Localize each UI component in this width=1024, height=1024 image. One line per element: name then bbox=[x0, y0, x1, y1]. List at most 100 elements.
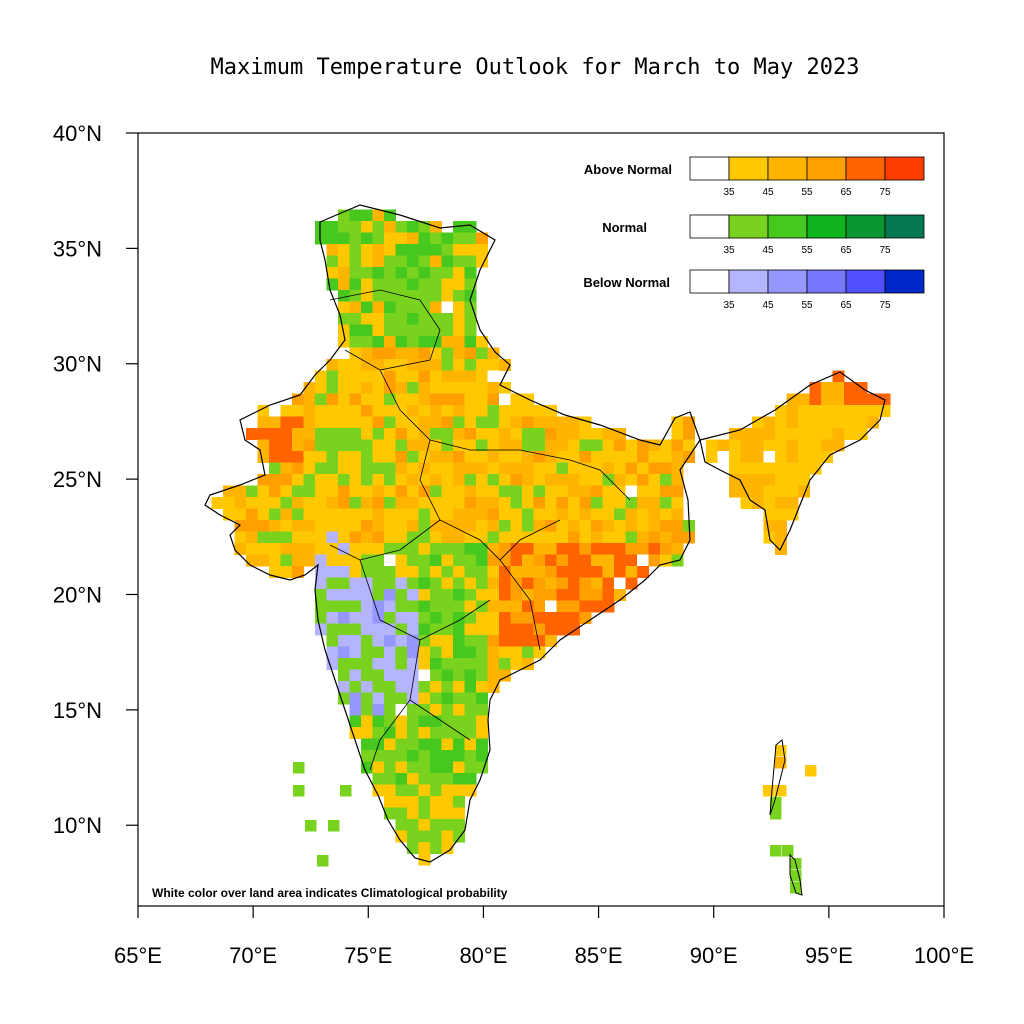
outlook-cell bbox=[280, 462, 293, 475]
outlook-cell bbox=[510, 520, 523, 532]
outlook-cell bbox=[407, 554, 419, 567]
outlook-cell bbox=[487, 393, 500, 406]
outlook-cell bbox=[476, 382, 488, 394]
outlook-cell bbox=[269, 428, 281, 440]
outlook-cell bbox=[395, 462, 408, 475]
outlook-cell bbox=[372, 301, 385, 314]
outlook-cell bbox=[407, 221, 419, 233]
outlook-cell bbox=[349, 382, 362, 394]
outlook-cell bbox=[372, 784, 385, 797]
lat-tick-label: 40°N bbox=[53, 121, 102, 146]
outlook-cell bbox=[637, 439, 649, 452]
outlook-cell bbox=[372, 727, 385, 739]
outlook-cell bbox=[740, 497, 753, 509]
outlook-cell bbox=[464, 658, 477, 670]
outlook-cell bbox=[441, 382, 454, 394]
outlook-cell bbox=[211, 497, 224, 509]
outlook-cell bbox=[740, 428, 753, 440]
outlook-cell bbox=[407, 255, 419, 268]
outlook-cell bbox=[476, 462, 488, 475]
outlook-cell bbox=[637, 566, 649, 578]
outlook-cell bbox=[464, 497, 477, 509]
outlook-cell bbox=[384, 554, 396, 567]
outlook-cell bbox=[361, 324, 373, 337]
outlook-cell bbox=[395, 497, 408, 509]
outlook-cell bbox=[510, 635, 523, 647]
outlook-cell bbox=[602, 474, 615, 486]
outlook-cell bbox=[349, 255, 362, 268]
outlook-cell bbox=[441, 554, 454, 567]
outlook-cell bbox=[740, 451, 753, 463]
outlook-cell bbox=[303, 543, 316, 555]
outlook-cell bbox=[372, 669, 385, 682]
outlook-cell bbox=[821, 428, 833, 440]
outlook-cell bbox=[349, 301, 362, 314]
outlook-cell bbox=[384, 428, 396, 440]
outlook-cell bbox=[579, 589, 592, 601]
outlook-cell bbox=[464, 704, 477, 716]
outlook-cell bbox=[637, 520, 649, 532]
lat-tick-label: 30°N bbox=[53, 352, 102, 377]
outlook-cell bbox=[430, 416, 442, 429]
outlook-cell bbox=[395, 485, 408, 498]
outlook-cell bbox=[349, 462, 362, 475]
outlook-cell bbox=[637, 451, 649, 463]
legend-title: Below Normal bbox=[583, 275, 670, 290]
outlook-cell bbox=[338, 405, 350, 417]
outlook-cell bbox=[671, 520, 684, 532]
outlook-cell bbox=[418, 646, 431, 659]
outlook-cell bbox=[246, 543, 258, 555]
outlook-cell bbox=[326, 485, 339, 498]
outlook-cell bbox=[338, 416, 350, 429]
outlook-cell bbox=[338, 382, 350, 394]
outlook-cell bbox=[775, 531, 787, 544]
outlook-cell bbox=[476, 370, 488, 383]
outlook-cell bbox=[361, 474, 373, 486]
outlook-cell bbox=[441, 830, 454, 843]
island-cell bbox=[775, 757, 787, 769]
outlook-cell bbox=[234, 520, 247, 532]
outlook-cell bbox=[292, 566, 304, 578]
island-cell bbox=[782, 845, 794, 857]
outlook-cell bbox=[418, 738, 431, 751]
outlook-cell bbox=[522, 635, 534, 647]
outlook-cell bbox=[545, 589, 557, 601]
outlook-cell bbox=[338, 681, 350, 693]
outlook-cell bbox=[798, 439, 810, 452]
outlook-cell bbox=[246, 508, 258, 521]
outlook-cell bbox=[648, 497, 661, 509]
outlook-cell bbox=[855, 416, 868, 429]
outlook-cell bbox=[510, 393, 523, 406]
outlook-cell bbox=[809, 439, 822, 452]
outlook-cell bbox=[349, 290, 362, 302]
outlook-cell bbox=[395, 313, 408, 325]
outlook-cell bbox=[441, 520, 454, 532]
outlook-cell bbox=[798, 416, 810, 429]
outlook-cell bbox=[763, 485, 776, 498]
outlook-cell bbox=[280, 566, 293, 578]
island-cell bbox=[328, 820, 340, 832]
outlook-cell bbox=[361, 600, 373, 613]
outlook-cell bbox=[476, 520, 488, 532]
outlook-cell bbox=[372, 681, 385, 693]
outlook-cell bbox=[591, 428, 603, 440]
outlook-cell bbox=[832, 439, 845, 452]
outlook-cell bbox=[395, 612, 408, 624]
outlook-cell bbox=[349, 612, 362, 624]
outlook-cell bbox=[522, 439, 534, 452]
outlook-cell bbox=[372, 221, 385, 233]
outlook-cell bbox=[349, 416, 362, 429]
outlook-cell bbox=[326, 393, 339, 406]
map-title: Maximum Temperature Outlook for March to… bbox=[210, 55, 860, 80]
outlook-cell bbox=[349, 566, 362, 578]
outlook-cell bbox=[487, 600, 500, 613]
outlook-cell bbox=[579, 474, 592, 486]
outlook-cell bbox=[338, 692, 350, 705]
outlook-cell bbox=[418, 508, 431, 521]
outlook-cell bbox=[372, 267, 385, 279]
outlook-cell bbox=[648, 462, 661, 475]
outlook-cell bbox=[269, 497, 281, 509]
outlook-cell bbox=[407, 313, 419, 325]
outlook-cell bbox=[476, 485, 488, 498]
outlook-cell bbox=[625, 577, 638, 590]
